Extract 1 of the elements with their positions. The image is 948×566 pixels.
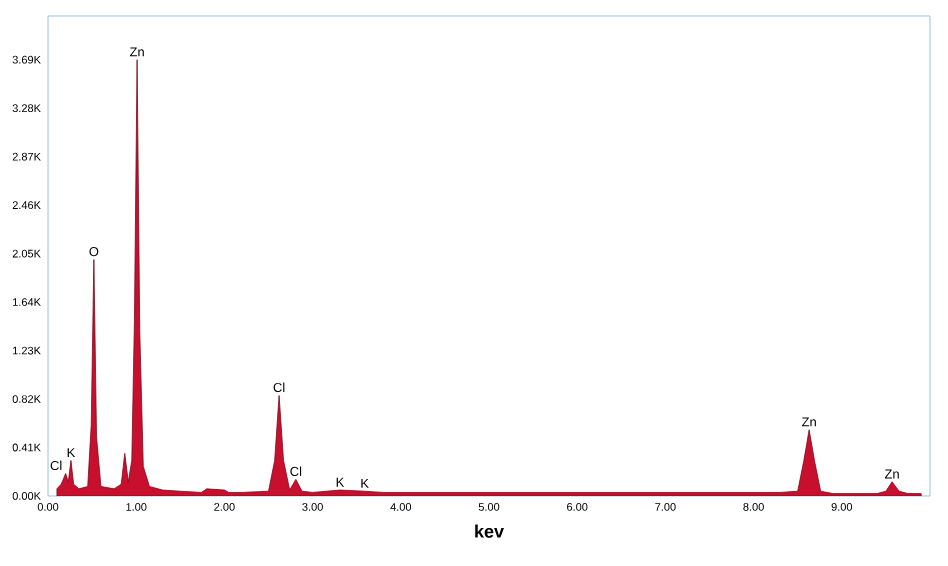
x-axis-title: kev [475, 524, 504, 538]
